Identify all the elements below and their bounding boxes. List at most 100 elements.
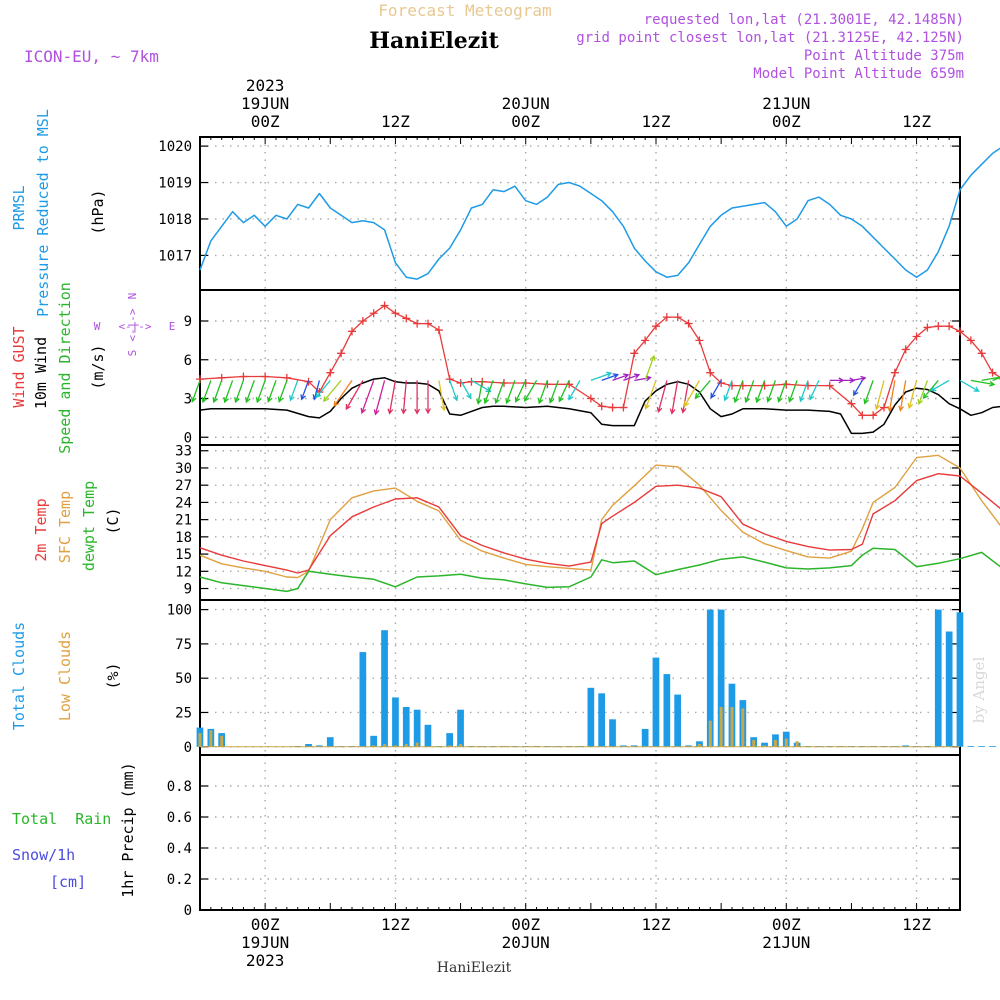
compass-south: S	[126, 350, 139, 357]
wind-arrow	[568, 380, 581, 401]
compass-west: W	[94, 320, 101, 333]
wind-arrow	[505, 380, 516, 405]
gust-point	[500, 379, 508, 387]
gust-point	[597, 402, 606, 411]
watermark: by Angel	[970, 656, 988, 723]
wind-compass: N <-|-> S W <-|-> E	[94, 293, 176, 357]
precip-labels: Total Rain Snow/1h [cm] 1hr Precip (mm)	[12, 762, 137, 897]
y-tick-label: 1019	[158, 176, 192, 192]
compass-arrow-h: <-|->	[118, 320, 151, 333]
wind-arrow	[483, 380, 494, 405]
gust-point	[706, 368, 715, 377]
wind-arrow	[634, 375, 652, 382]
pressure-layer	[199, 147, 1000, 280]
low-cloud-bar	[719, 707, 723, 747]
precip-label-rain: Total Rain	[12, 810, 111, 828]
low-cloud-bar	[697, 744, 701, 747]
gust-point	[880, 403, 888, 412]
total-cloud-bar	[706, 609, 714, 747]
wind-arrow	[245, 380, 255, 404]
panel-frame	[199, 136, 961, 291]
low-cloud-bar	[448, 745, 452, 747]
wind-arrow	[387, 380, 397, 415]
y-tick-label: 33	[175, 444, 192, 460]
cloud-label-low: Low Clouds	[56, 631, 74, 721]
cloud-label-total: Total Clouds	[10, 622, 28, 730]
low-cloud-bar	[415, 742, 419, 747]
wind-speed-line	[199, 377, 1000, 435]
total-cloud-bar	[359, 652, 367, 747]
wind-arrow	[322, 379, 342, 403]
total-cloud-bar	[457, 709, 464, 747]
panels: 1017101810191020036991215182124273033025…	[158, 136, 961, 919]
wind-arrow	[400, 380, 407, 415]
gust-point	[337, 349, 346, 358]
total-cloud-bar	[989, 746, 996, 747]
compass-arrow: <-|->	[126, 308, 139, 341]
gust-point	[369, 309, 378, 318]
gust-point	[923, 323, 932, 332]
total-cloud-bar	[424, 724, 432, 747]
product-title: Forecast Meteogram	[378, 1, 551, 20]
wind-label-dir: Speed and Direction	[56, 282, 74, 454]
total-cloud-bar	[717, 609, 725, 747]
y-tick-label: 15	[175, 547, 192, 563]
total-cloud-bar	[392, 697, 399, 747]
low-cloud-bar	[763, 745, 767, 747]
y-tick-label: 3	[184, 392, 192, 408]
y-tick-label: 0	[184, 430, 192, 446]
wind-arrow	[694, 379, 711, 400]
gust-point	[966, 336, 975, 345]
top-time-label: 00Z	[251, 112, 280, 131]
y-tick-label: 0.2	[167, 872, 192, 888]
gust-point	[348, 327, 356, 336]
cloud-labels: Total Clouds Low Clouds (%)	[10, 622, 122, 730]
y-tick-label: 9	[184, 582, 192, 598]
low-cloud-bar	[741, 708, 745, 747]
top-time-label: 12Z	[381, 112, 410, 131]
gridpoint-location: grid point closest lon,lat (21.3125E, 42…	[576, 30, 964, 46]
pressure-label-2: Pressure Reduced to MSL	[34, 109, 52, 317]
dewpt-line	[199, 547, 1000, 593]
wind-labels: Wind GUST 10m Wind Speed and Direction (…	[10, 282, 107, 454]
wind-arrow	[922, 379, 939, 400]
gust-point	[988, 368, 997, 377]
wind-arrow	[710, 380, 722, 399]
pressure-label-units: (hPa)	[89, 189, 107, 234]
y-tick-label: 0	[184, 903, 192, 919]
gust-point	[521, 379, 530, 387]
wind-arrow	[755, 380, 766, 404]
wind-arrow	[733, 380, 744, 404]
wind-arrow	[907, 380, 918, 410]
gust-point	[413, 319, 422, 328]
total-cloud-bar	[446, 733, 453, 747]
wind-arrow	[524, 380, 538, 402]
gust-point	[239, 372, 248, 381]
y-tick-label: 75	[175, 637, 192, 653]
low-cloud-bar	[220, 735, 224, 747]
bottom-time-label: 2023	[246, 951, 285, 970]
total-cloud-bar	[978, 746, 985, 747]
station-title: HaniElezit	[369, 28, 499, 54]
y-tick-label: 18	[175, 530, 192, 546]
wind-arrow	[992, 377, 1000, 382]
gust-point	[662, 313, 671, 322]
total-cloud-bar	[934, 609, 942, 747]
bottom-time-label: 00Z	[772, 915, 801, 934]
wind-arrow	[930, 379, 950, 392]
wind-arrow	[475, 380, 483, 405]
wind-arrow	[777, 380, 787, 403]
wind-label-gust: Wind GUST	[10, 326, 28, 407]
wind-arrow	[190, 380, 201, 403]
model-altitude: Model Point Altitude 659m	[753, 66, 964, 82]
bottom-time-label: 00Z	[251, 915, 280, 934]
wind-arrow	[425, 380, 431, 415]
footer-station: HaniElezit	[437, 960, 512, 976]
gust-point	[890, 368, 899, 377]
total-cloud-bar	[674, 694, 681, 747]
wind-arrow	[212, 380, 223, 404]
pressure-line	[199, 147, 1000, 280]
temp-labels: 2m Temp SFC Temp dewpt Temp (C)	[32, 481, 122, 571]
cloud-label-units: (%)	[104, 662, 122, 689]
total-cloud-bar	[641, 728, 649, 747]
